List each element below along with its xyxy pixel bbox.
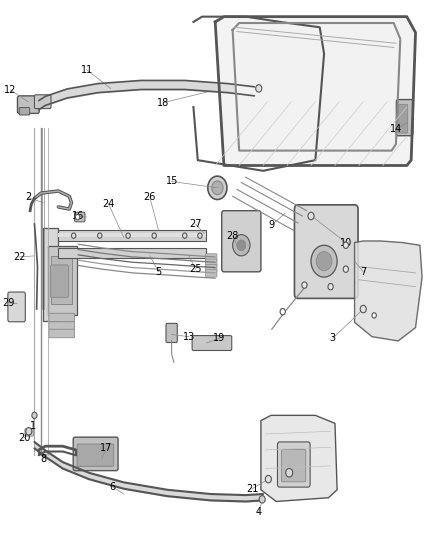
Text: 4: 4	[256, 507, 262, 517]
Circle shape	[183, 233, 187, 238]
FancyBboxPatch shape	[58, 233, 206, 237]
FancyBboxPatch shape	[192, 336, 232, 351]
FancyBboxPatch shape	[205, 264, 217, 272]
Circle shape	[233, 235, 250, 256]
Circle shape	[265, 475, 272, 483]
FancyBboxPatch shape	[74, 212, 85, 222]
FancyBboxPatch shape	[242, 83, 268, 98]
FancyBboxPatch shape	[50, 256, 72, 304]
FancyBboxPatch shape	[277, 442, 310, 487]
Text: 2: 2	[25, 192, 31, 203]
Circle shape	[280, 309, 285, 315]
Circle shape	[152, 233, 156, 238]
FancyBboxPatch shape	[8, 292, 25, 322]
FancyBboxPatch shape	[50, 265, 68, 297]
FancyBboxPatch shape	[398, 104, 408, 133]
Polygon shape	[215, 17, 416, 165]
FancyBboxPatch shape	[281, 449, 306, 482]
Circle shape	[26, 427, 32, 435]
Text: 26: 26	[144, 192, 156, 203]
Text: 12: 12	[4, 85, 17, 95]
Text: 13: 13	[183, 332, 195, 342]
Circle shape	[316, 252, 332, 271]
FancyBboxPatch shape	[205, 254, 217, 261]
Text: 28: 28	[226, 231, 239, 241]
Text: 17: 17	[100, 443, 113, 453]
Circle shape	[343, 266, 349, 272]
FancyBboxPatch shape	[58, 248, 206, 258]
FancyBboxPatch shape	[43, 228, 58, 321]
Text: 10: 10	[340, 238, 352, 247]
FancyBboxPatch shape	[166, 324, 177, 343]
Text: 18: 18	[157, 98, 169, 108]
Text: 6: 6	[110, 482, 116, 492]
Circle shape	[311, 245, 337, 277]
Text: 5: 5	[155, 267, 162, 277]
Circle shape	[198, 233, 202, 238]
Circle shape	[75, 214, 80, 220]
Text: 11: 11	[81, 65, 93, 75]
Circle shape	[237, 240, 246, 251]
FancyBboxPatch shape	[205, 259, 217, 266]
Circle shape	[372, 313, 376, 318]
Circle shape	[212, 181, 223, 195]
Text: 24: 24	[102, 199, 115, 209]
FancyBboxPatch shape	[396, 100, 413, 136]
Circle shape	[256, 85, 262, 92]
FancyBboxPatch shape	[49, 313, 74, 322]
FancyBboxPatch shape	[19, 108, 30, 115]
Circle shape	[208, 176, 227, 199]
Text: 16: 16	[72, 211, 84, 221]
Text: 25: 25	[189, 264, 202, 274]
Polygon shape	[261, 415, 337, 502]
FancyBboxPatch shape	[294, 205, 358, 298]
Text: 14: 14	[390, 124, 402, 134]
Text: 3: 3	[330, 333, 336, 343]
Circle shape	[343, 242, 349, 248]
Text: 15: 15	[166, 176, 178, 187]
Circle shape	[126, 233, 130, 238]
Circle shape	[302, 282, 307, 288]
Circle shape	[98, 233, 102, 238]
Text: 21: 21	[246, 484, 258, 494]
Text: 8: 8	[40, 454, 46, 464]
Circle shape	[360, 305, 366, 313]
FancyBboxPatch shape	[18, 96, 39, 114]
FancyBboxPatch shape	[73, 437, 118, 471]
Circle shape	[286, 469, 293, 477]
Circle shape	[308, 212, 314, 220]
Circle shape	[71, 233, 76, 238]
Circle shape	[259, 496, 265, 503]
FancyBboxPatch shape	[48, 246, 77, 316]
FancyBboxPatch shape	[222, 211, 261, 272]
Text: 1: 1	[30, 421, 36, 431]
Polygon shape	[354, 241, 422, 341]
FancyBboxPatch shape	[205, 270, 217, 277]
Text: 7: 7	[360, 267, 367, 277]
FancyBboxPatch shape	[49, 322, 74, 330]
Circle shape	[32, 412, 37, 418]
Text: 27: 27	[189, 219, 202, 229]
FancyBboxPatch shape	[49, 329, 74, 338]
Circle shape	[328, 284, 333, 290]
FancyBboxPatch shape	[77, 444, 114, 466]
FancyBboxPatch shape	[58, 230, 206, 241]
FancyBboxPatch shape	[35, 95, 51, 109]
Text: 9: 9	[269, 220, 275, 230]
FancyBboxPatch shape	[25, 429, 34, 436]
Text: 20: 20	[18, 433, 31, 443]
Polygon shape	[233, 23, 400, 151]
Text: 29: 29	[2, 297, 14, 308]
Text: 19: 19	[213, 333, 226, 343]
Text: 22: 22	[13, 252, 25, 262]
